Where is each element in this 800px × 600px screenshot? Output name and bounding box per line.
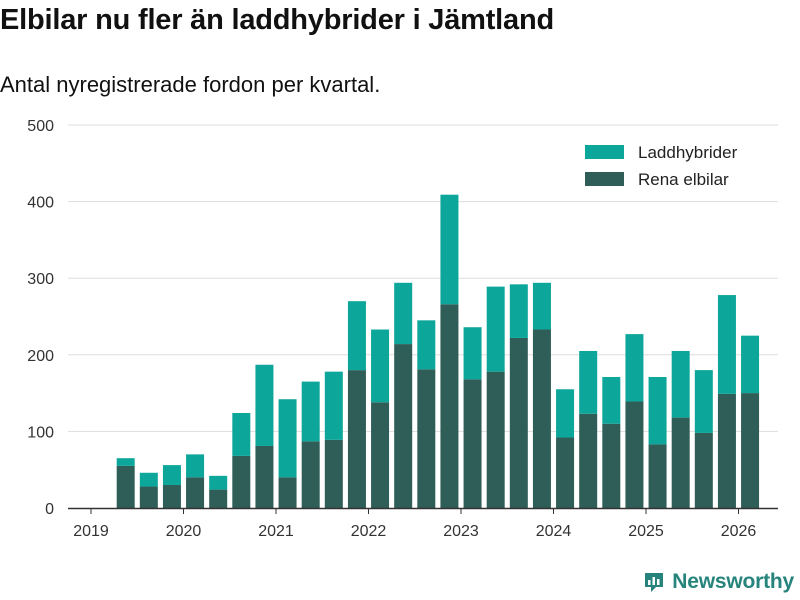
bar-laddhybrider <box>671 350 690 418</box>
bar-rena-elbilar <box>509 337 528 508</box>
bar-rena-elbilar <box>394 344 413 508</box>
bar-laddhybrider <box>648 377 667 445</box>
bar-rena-elbilar <box>116 465 135 508</box>
bar-rena-elbilar <box>579 413 598 508</box>
bar-laddhybrider <box>741 335 760 394</box>
bar-rena-elbilar <box>301 441 320 508</box>
legend-label: Laddhybrider <box>638 143 738 162</box>
bar-laddhybrider <box>301 381 320 442</box>
y-tick-label: 0 <box>45 501 54 518</box>
bar-laddhybrider <box>255 364 274 446</box>
bar-rena-elbilar <box>602 423 621 508</box>
y-tick-label: 100 <box>27 424 54 441</box>
bar-laddhybrider <box>116 458 135 466</box>
bar-rena-elbilar <box>371 402 390 508</box>
bar-laddhybrider <box>324 371 343 440</box>
brand-name: Newsworthy <box>672 570 794 593</box>
bar-rena-elbilar <box>186 477 205 508</box>
bar-laddhybrider <box>463 327 482 380</box>
bar-laddhybrider <box>186 454 205 478</box>
newsworthy-logo-icon <box>645 573 664 592</box>
bar-rena-elbilar <box>648 444 667 508</box>
bar-rena-elbilar <box>139 486 158 508</box>
y-tick-label: 200 <box>27 348 54 365</box>
x-tick-label: 2023 <box>443 523 479 540</box>
bar-laddhybrider <box>486 286 505 372</box>
y-tick-label: 300 <box>27 271 54 288</box>
legend-swatch <box>585 145 624 159</box>
bar-rena-elbilar <box>278 477 297 508</box>
y-tick-label: 400 <box>27 195 54 212</box>
bar-rena-elbilar <box>717 393 736 508</box>
bar-laddhybrider <box>509 284 528 338</box>
bar-laddhybrider <box>278 399 297 478</box>
bar-laddhybrider <box>232 413 251 456</box>
bar-rena-elbilar <box>162 485 181 508</box>
x-tick-label: 2022 <box>351 523 387 540</box>
bar-laddhybrider <box>602 377 621 424</box>
bar-laddhybrider <box>209 475 228 490</box>
x-tick-label: 2020 <box>166 523 202 540</box>
bar-laddhybrider <box>162 465 181 486</box>
chart-subtitle: Antal nyregistrerade fordon per kvartal. <box>0 72 381 97</box>
legend-label: Rena elbilar <box>638 170 729 189</box>
bar-rena-elbilar <box>324 439 343 508</box>
bar-rena-elbilar <box>463 379 482 508</box>
bar-laddhybrider <box>532 282 551 330</box>
legend-swatch <box>585 172 624 186</box>
bar-laddhybrider <box>694 370 713 433</box>
bar-rena-elbilar <box>417 369 436 508</box>
x-tick-label: 2025 <box>628 523 664 540</box>
bar-rena-elbilar <box>741 393 760 508</box>
bar-laddhybrider <box>371 329 390 403</box>
bar-laddhybrider <box>579 350 598 414</box>
y-tick-label: 500 <box>27 118 54 135</box>
bar-rena-elbilar <box>209 489 228 508</box>
bar-rena-elbilar <box>694 432 713 508</box>
bar-rena-elbilar <box>532 329 551 508</box>
bar-rena-elbilar <box>671 417 690 508</box>
bar-rena-elbilar <box>625 401 644 508</box>
bar-rena-elbilar <box>255 445 274 508</box>
bar-laddhybrider <box>417 320 436 370</box>
bar-laddhybrider <box>139 472 158 487</box>
bar-rena-elbilar <box>556 437 575 508</box>
x-tick-label: 2024 <box>536 523 572 540</box>
bar-laddhybrider <box>717 295 736 394</box>
bar-rena-elbilar <box>440 304 459 508</box>
x-tick-label: 2026 <box>721 523 757 540</box>
bar-laddhybrider <box>556 389 575 438</box>
bar-rena-elbilar <box>232 455 251 508</box>
bar-laddhybrider <box>347 301 366 371</box>
bar-laddhybrider <box>440 194 459 305</box>
bar-rena-elbilar <box>347 370 366 508</box>
x-tick-label: 2021 <box>258 523 294 540</box>
brand-logo: Newsworthy <box>642 570 794 594</box>
bar-laddhybrider <box>394 282 413 345</box>
bar-rena-elbilar <box>486 371 505 508</box>
bar-laddhybrider <box>625 334 644 402</box>
chart-title: Elbilar nu fler än laddhybrider i Jämtla… <box>0 4 554 36</box>
x-tick-label: 2019 <box>73 523 109 540</box>
